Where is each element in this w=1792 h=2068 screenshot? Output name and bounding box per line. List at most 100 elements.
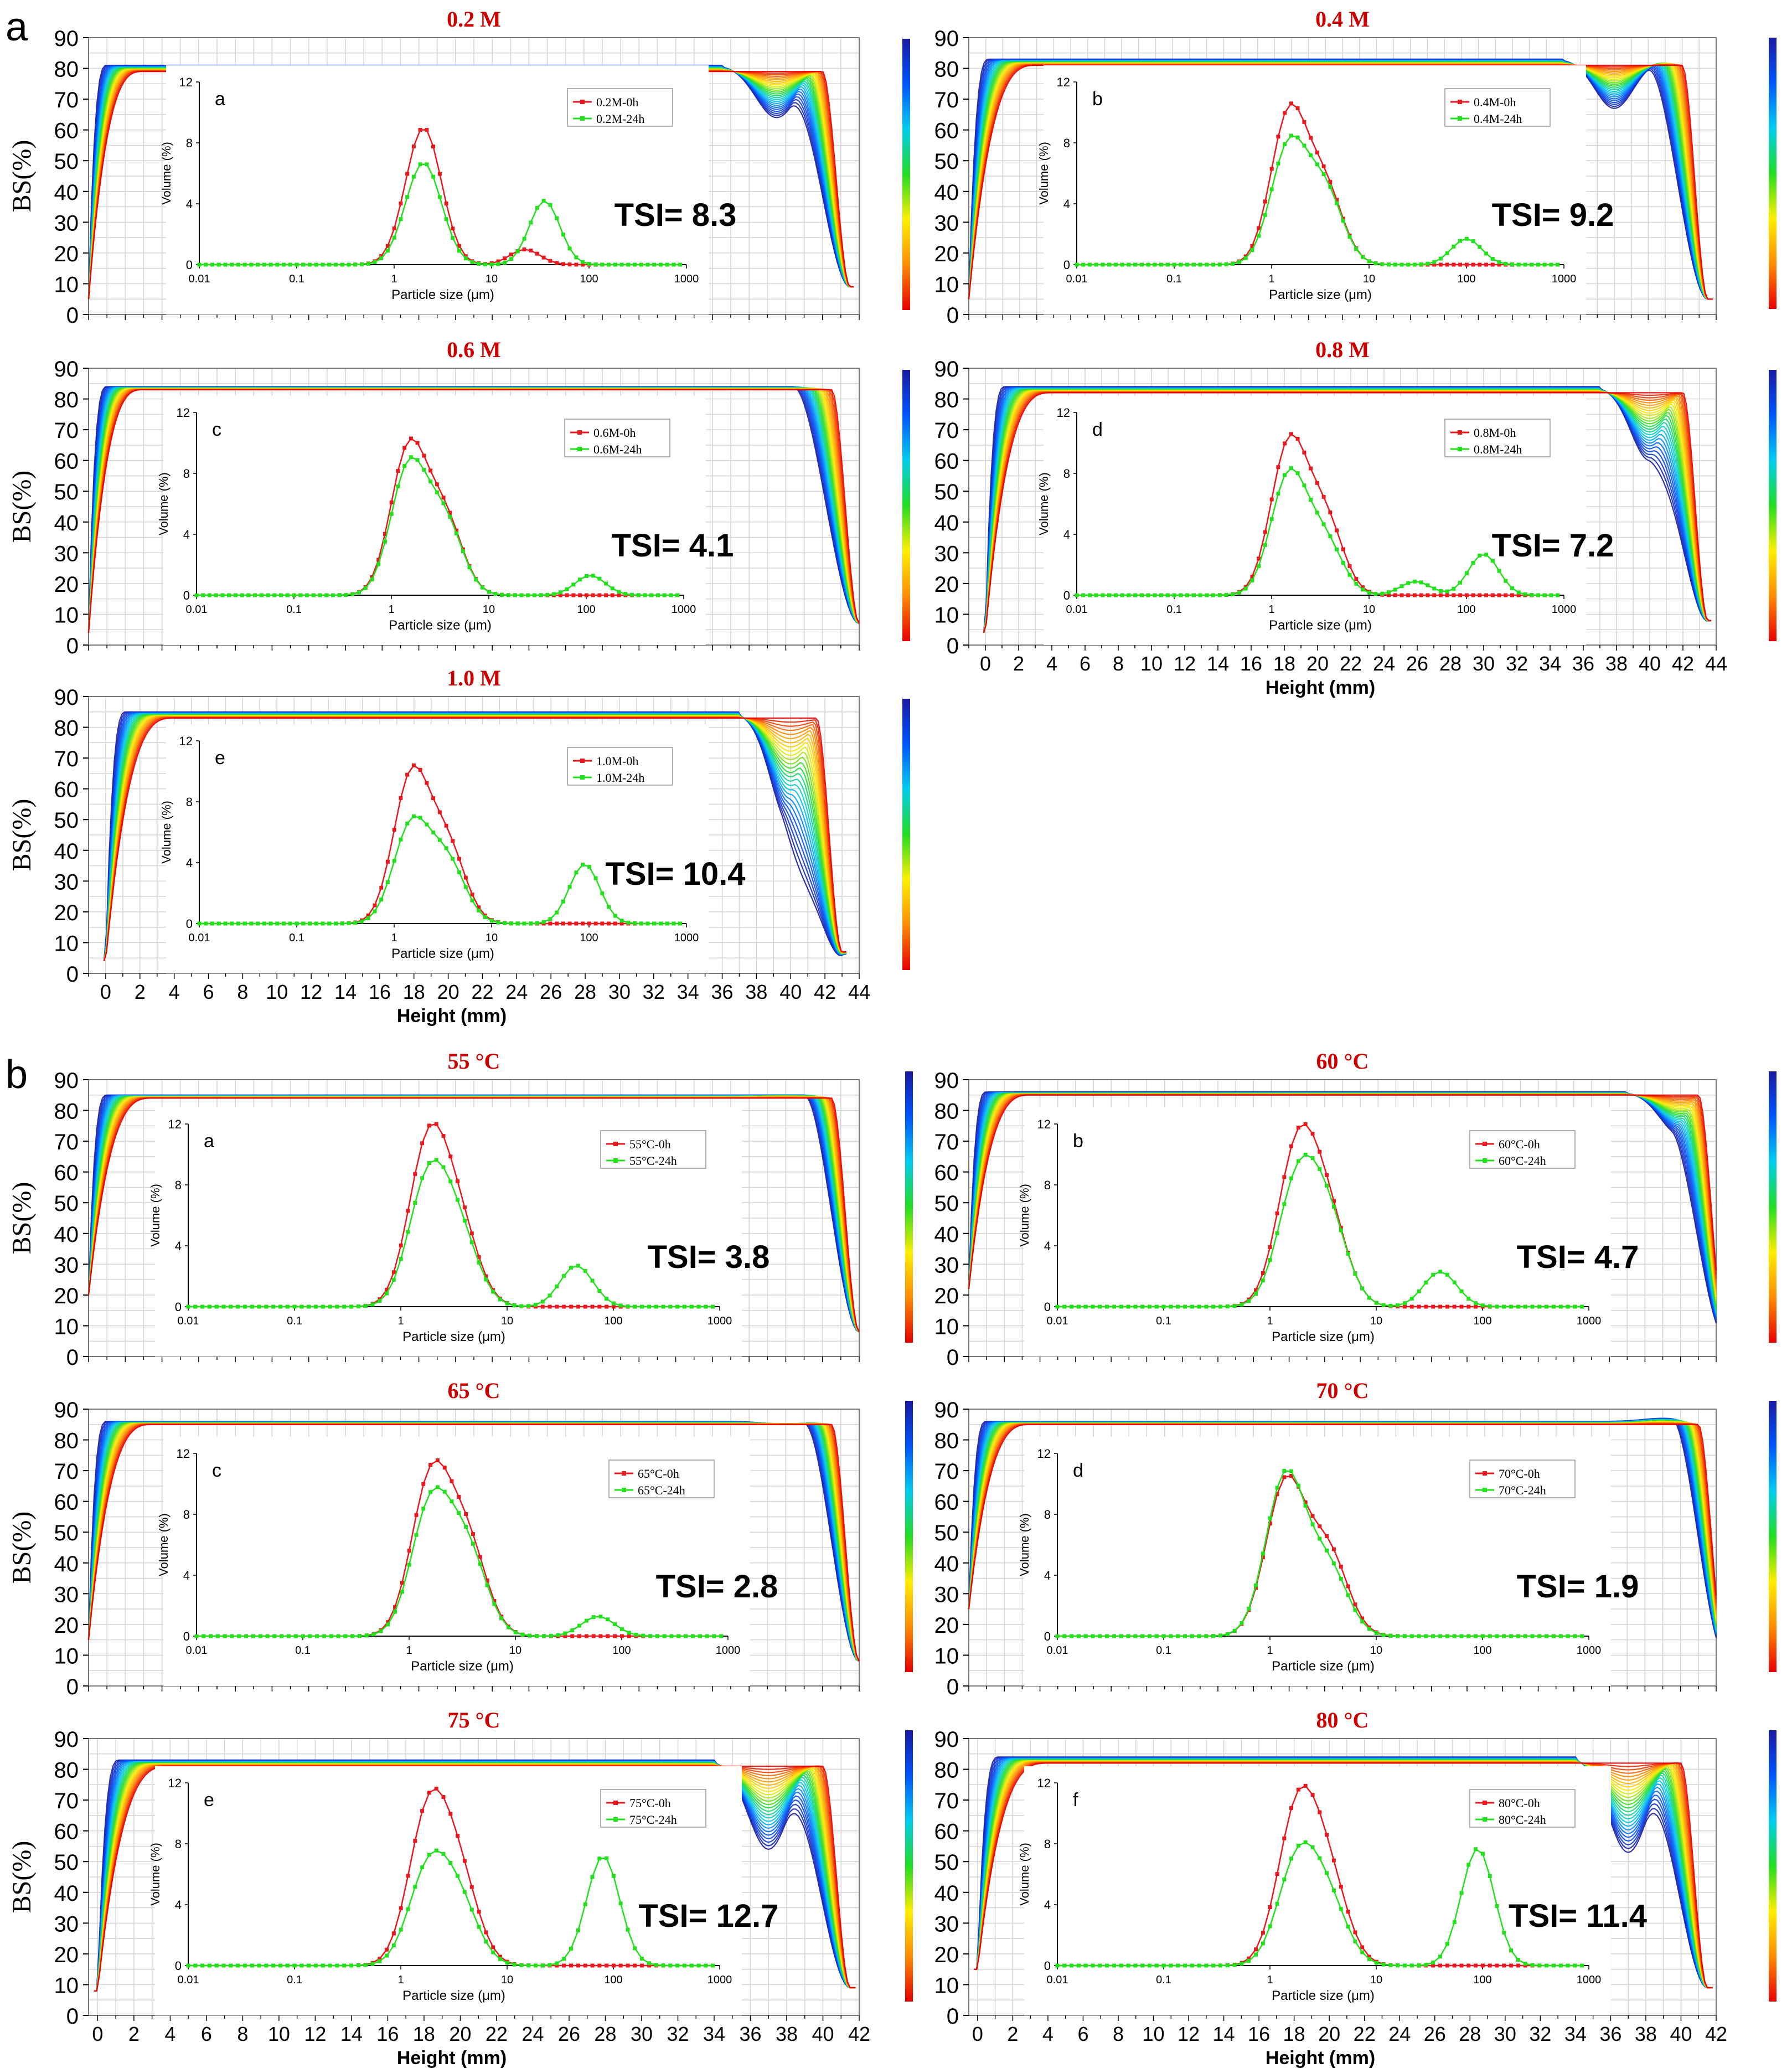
inset-y-tick-label: 12 [168,1117,182,1131]
inset-marker [1169,1634,1173,1638]
inset-marker [1172,593,1176,597]
inset-marker [1191,262,1196,267]
inset-x-tick-label: 10 [501,1974,513,1986]
inset-marker [640,1304,644,1309]
inset-marker [618,1963,623,1968]
y-tick-label: 20 [54,1613,79,1638]
inset-marker [1198,593,1202,597]
inset-marker [1217,593,1222,597]
inset-marker [1339,1576,1343,1581]
inset-marker [448,1812,453,1816]
y-tick-label: 20 [934,1613,959,1638]
inset-marker [1247,1606,1251,1611]
inset-marker [1283,473,1287,477]
inset-x-tick-label: 10 [501,1315,513,1327]
inset-marker [1374,1961,1378,1965]
inset-y-tick-label: 12 [177,1447,190,1461]
x-tick-label: 12 [1174,652,1196,675]
inset-marker [1445,251,1449,255]
inset-marker [1464,571,1469,575]
inset-marker [555,1284,559,1288]
inset-marker [1261,1551,1265,1556]
inset-marker [1360,1286,1365,1291]
inset-marker [542,1634,546,1638]
inset-marker [1247,1958,1251,1963]
inset-marker [229,1304,233,1309]
inset-marker [1530,1304,1535,1309]
inset-marker [1432,586,1437,591]
inset-marker [366,913,370,917]
inset-marker [590,1963,595,1968]
chart-title: 65 °C [448,1378,500,1403]
y-tick-label: 10 [934,603,959,627]
y-tick-label: 70 [934,419,959,443]
inset-marker [503,256,507,261]
inset-marker [1183,1634,1187,1638]
inset-marker [462,1859,467,1863]
inset-marker [549,1633,553,1638]
inset-marker [1275,1231,1279,1235]
y-axis-label: BS(%) [7,1512,37,1584]
inset-marker [1146,262,1150,267]
inset-y-tick-label: 8 [186,795,193,809]
tsi-label: TSI= 10.4 [605,856,745,892]
inset-marker [512,1303,517,1308]
inset-x-tick-label: 0.01 [186,604,208,616]
inset-marker [477,1910,481,1914]
inset-marker [1495,1904,1499,1908]
inset-marker [1101,593,1105,597]
inset-marker [370,1962,375,1966]
inset-marker [421,1507,426,1511]
inset-marker [1458,239,1463,243]
inset-marker [555,921,559,926]
inset-marker [1159,593,1164,597]
inset-marker [1580,1963,1584,1968]
y-tick-label: 30 [934,211,959,235]
inset-marker [292,593,296,597]
inset-marker [569,1963,573,1968]
inset-marker [418,128,422,132]
inset-marker [1088,262,1092,267]
inset-marker [1318,1856,1322,1860]
inset-marker [1452,1963,1457,1968]
inset-marker [619,919,624,923]
y-tick-label: 90 [934,357,959,381]
inset-y-tick-label: 8 [175,1837,182,1851]
inset-marker [669,1634,674,1638]
legend-marker [1483,1817,1487,1822]
inset-marker [696,1963,701,1968]
inset-marker [411,145,416,148]
y-tick-label: 10 [934,1644,959,1668]
inset-marker [214,1304,219,1309]
inset-marker [1346,1593,1350,1597]
inset-marker [1488,1874,1492,1878]
inset-marker [282,262,286,267]
inset-marker [308,921,312,926]
inset-marker [1183,1304,1187,1309]
inset-marker [1126,1634,1130,1638]
inset-marker [1318,1524,1322,1529]
inset-marker [1417,1304,1421,1309]
inset-marker [696,1304,701,1309]
inset-marker [415,458,420,462]
inset-marker [1289,1806,1294,1810]
inset-marker [1257,226,1261,230]
inset-marker [593,262,598,267]
x-axis-label: Height (mm) [1266,677,1375,698]
x-tick-label: 26 [540,981,562,1003]
inset-marker [233,593,237,597]
inset-marker [186,1963,190,1968]
y-tick-label: 60 [934,1161,959,1185]
inset-marker [1354,247,1359,251]
y-tick-label: 90 [54,1398,79,1422]
inset-marker [264,1304,268,1309]
inset-marker [214,1963,219,1968]
inset-x-axis-label: Particle size (μm) [402,1988,505,2003]
inset-x-tick-label: 10 [486,273,498,285]
inset-y-tick-label: 0 [1044,1300,1051,1314]
inset-marker [684,1634,688,1638]
